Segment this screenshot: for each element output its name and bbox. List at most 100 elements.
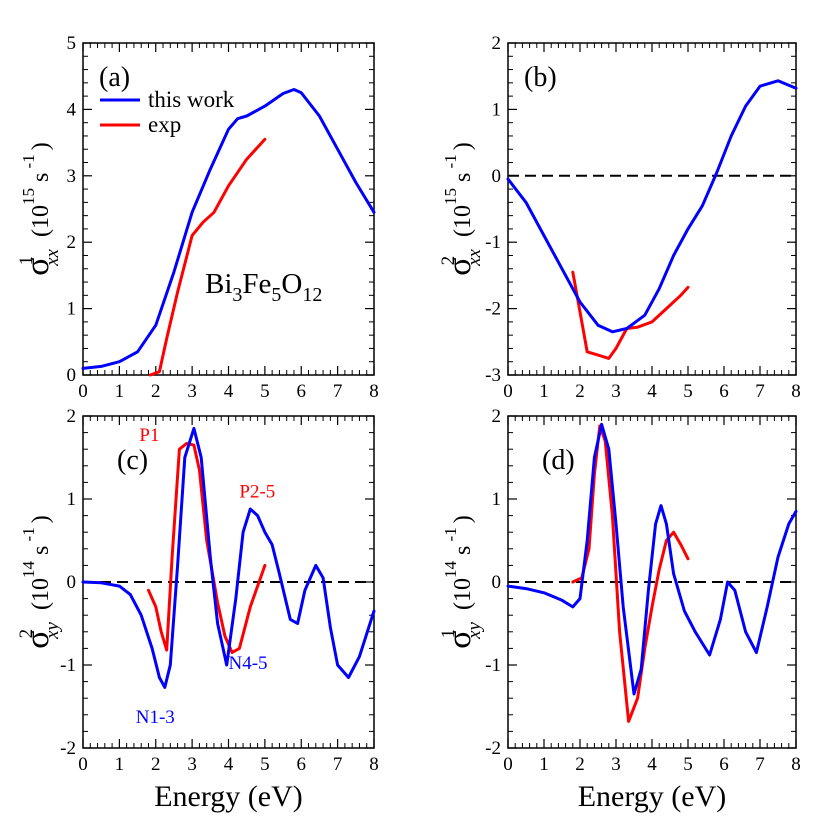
compound-formula: Bi3Fe5O12 <box>205 268 322 306</box>
panel-label: (a) <box>99 62 130 93</box>
x-tick-label: 1 <box>539 754 549 775</box>
annotation-label: N4-5 <box>229 653 268 674</box>
y-axis-label: σ2 xy (1014 s -1) <box>16 515 63 648</box>
y-tick-label: 1 <box>67 299 77 320</box>
x-tick-label: 8 <box>791 381 801 402</box>
y-tick-label: -1 <box>485 655 501 676</box>
series-line-this-work <box>506 79 798 334</box>
x-axis-label: Energy (eV) <box>154 780 303 813</box>
x-tick-label: 4 <box>224 754 234 775</box>
x-tick-label: 7 <box>333 381 343 402</box>
legend-label-this-work: this work <box>148 87 235 112</box>
y-label-unit-sup: 14 <box>19 561 38 579</box>
y-tick-label: 2 <box>67 232 77 253</box>
panel-label: (d) <box>542 445 575 476</box>
y-tick-label: 1 <box>67 489 77 510</box>
y-label-unit-s: s <box>450 173 476 188</box>
y-label-unit-close: ) <box>28 142 54 150</box>
formula-sub-12: 12 <box>302 284 322 306</box>
panel-label: (c) <box>117 445 148 476</box>
y-label-unit-sup: 14 <box>441 561 460 579</box>
x-tick-label: 6 <box>297 381 307 402</box>
y-axis-label: σ1 xx (1015 s -1) <box>16 142 63 275</box>
x-tick-label: 6 <box>719 754 729 775</box>
y-tick-label: 3 <box>67 166 77 187</box>
x-tick-label: 3 <box>187 381 197 402</box>
series-line-this-work <box>81 88 376 370</box>
y-label-unit: (10 <box>28 205 54 237</box>
x-tick-label: 0 <box>78 754 88 775</box>
y-tick-label: -2 <box>60 738 76 759</box>
x-tick-label: 1 <box>115 381 125 402</box>
y-label-sup: 2 <box>438 256 459 266</box>
y-label-sup: 2 <box>16 629 37 639</box>
x-tick-label: 2 <box>575 381 585 402</box>
x-tick-label: 3 <box>611 754 621 775</box>
series-line-this-work <box>81 426 376 689</box>
y-label-unit-sup: 15 <box>441 188 460 205</box>
x-tick-label: 6 <box>297 754 307 775</box>
x-tick-label: 7 <box>755 381 765 402</box>
x-tick-label: 1 <box>539 381 549 402</box>
x-tick-label: 2 <box>151 754 161 775</box>
formula-sub-3: 3 <box>232 284 242 306</box>
x-tick-label: 0 <box>503 381 513 402</box>
y-label-sigma: σ <box>441 630 478 648</box>
y-tick-label: -2 <box>485 738 501 759</box>
x-tick-label: 5 <box>260 754 270 775</box>
panel-label: (b) <box>524 62 557 93</box>
y-label-unit-s: s <box>28 173 54 188</box>
series-line-this-work <box>506 422 798 696</box>
legend-label-exp: exp <box>148 112 181 137</box>
annotation-label: P2-5 <box>239 481 275 502</box>
x-tick-label: 2 <box>575 754 585 775</box>
x-tick-label: 8 <box>369 381 379 402</box>
y-tick-label: 2 <box>492 33 502 54</box>
x-tick-label: 7 <box>333 754 343 775</box>
y-label-unit-sup2: -1 <box>441 154 460 172</box>
x-tick-label: 5 <box>683 754 693 775</box>
y-tick-label: -1 <box>485 232 501 253</box>
y-tick-label: -1 <box>60 655 76 676</box>
x-tick-label: 3 <box>611 381 621 402</box>
y-label-unit-s: s <box>28 546 54 561</box>
formula-sub-5: 5 <box>271 284 281 306</box>
x-axis-label: Energy (eV) <box>578 780 727 813</box>
x-tick-label: 7 <box>755 754 765 775</box>
formula-o: O <box>281 268 302 300</box>
y-tick-label: 4 <box>67 99 77 120</box>
x-tick-label: 2 <box>151 381 161 402</box>
x-tick-label: 3 <box>187 754 197 775</box>
y-label-unit: (10 <box>28 578 54 610</box>
x-tick-label: 0 <box>78 381 88 402</box>
formula-bi: Bi <box>205 268 232 300</box>
x-tick-label: 8 <box>791 754 801 775</box>
y-tick-label: 2 <box>67 406 77 427</box>
y-label-sub: xx <box>42 248 63 266</box>
y-label-unit: (10 <box>450 578 476 610</box>
y-tick-label: 2 <box>492 406 502 427</box>
y-label-sup: 1 <box>16 256 37 266</box>
y-tick-label: -3 <box>485 365 501 386</box>
y-label-sub: xy <box>464 621 485 639</box>
y-label-unit-close: ) <box>28 515 54 523</box>
x-tick-label: 5 <box>683 381 693 402</box>
x-tick-label: 4 <box>647 381 657 402</box>
y-label-sigma: σ <box>19 630 56 648</box>
y-axis-label: σ2 xx (1015 s -1) <box>438 142 485 275</box>
formula-fe: Fe <box>242 268 271 300</box>
y-label-unit-s: s <box>450 546 476 561</box>
annotation-label: P1 <box>139 425 159 446</box>
y-tick-label: 1 <box>492 489 502 510</box>
x-tick-label: 0 <box>503 754 513 775</box>
x-tick-label: 5 <box>260 381 270 402</box>
x-tick-label: 6 <box>719 381 729 402</box>
y-label-sigma: σ <box>441 257 478 275</box>
y-tick-label: 0 <box>492 166 502 187</box>
x-tick-label: 4 <box>647 754 657 775</box>
x-tick-label: 8 <box>369 754 379 775</box>
y-tick-label: -2 <box>485 299 501 320</box>
